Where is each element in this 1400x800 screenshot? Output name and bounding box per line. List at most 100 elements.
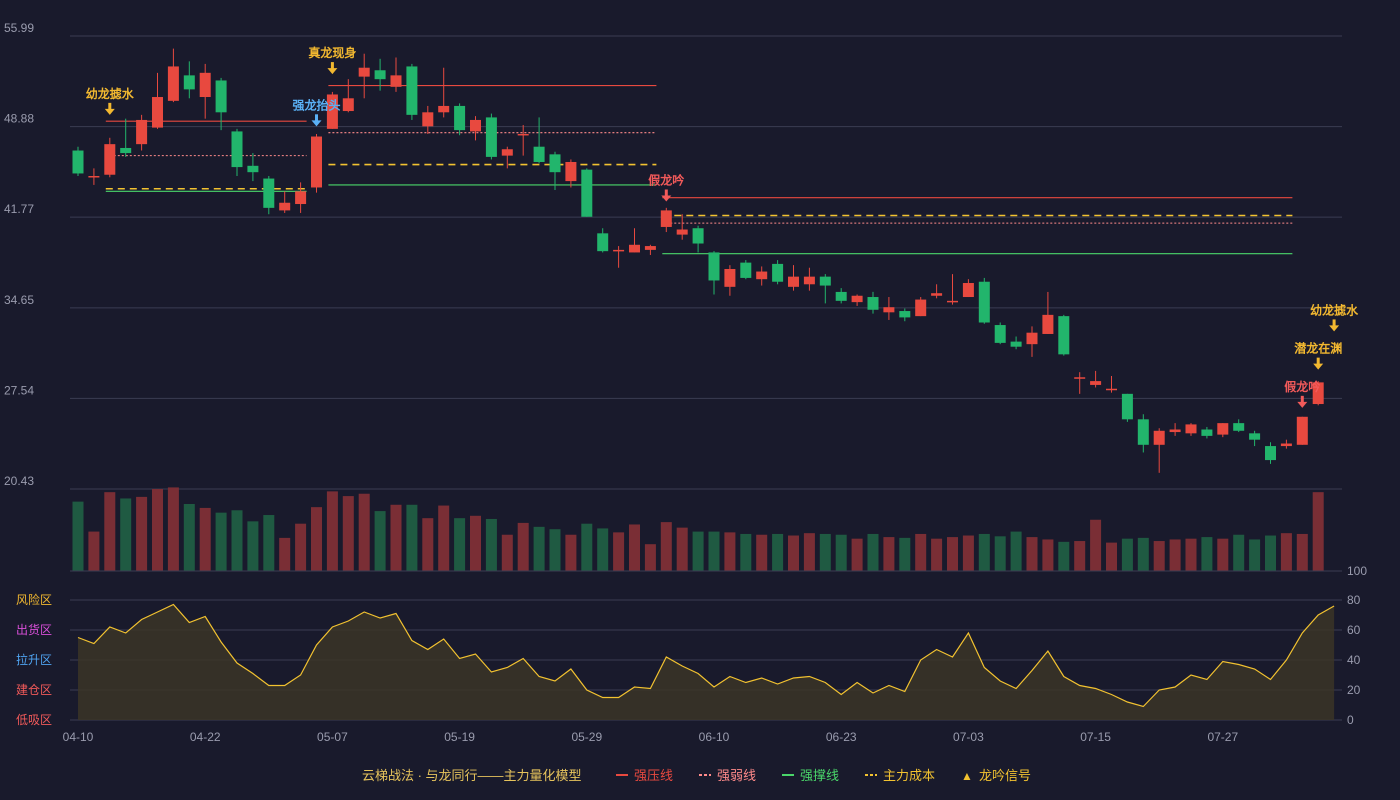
volume-bar	[104, 492, 116, 571]
candle-body	[1058, 316, 1070, 355]
candle-body	[692, 228, 704, 244]
candle-body	[994, 325, 1006, 343]
candle-body	[1312, 382, 1324, 405]
volume-bar	[88, 531, 100, 571]
candle-body	[1121, 393, 1133, 420]
candle-body	[422, 112, 434, 127]
candle-body	[438, 105, 450, 113]
x-tick-label: 07-27	[1207, 730, 1238, 744]
x-tick-label: 05-19	[444, 730, 475, 744]
candle-body	[1217, 423, 1229, 435]
volume-bar	[851, 538, 863, 571]
signal-label: 强龙抬头	[292, 97, 340, 112]
volume-bar	[1106, 542, 1117, 571]
candle-body	[215, 80, 227, 113]
candle-body	[549, 154, 561, 173]
volume-bar	[660, 522, 672, 571]
candle-body	[358, 67, 370, 77]
x-tick-label: 07-03	[953, 730, 984, 744]
zone-label: 拉升区	[16, 652, 52, 667]
candle-body	[501, 149, 513, 156]
candle-body	[326, 94, 338, 129]
volume-bar	[756, 534, 768, 571]
volume-bar	[311, 507, 322, 571]
signal-arrow-stem	[1332, 319, 1336, 327]
x-tick-label: 06-23	[826, 730, 857, 744]
price-tick-label: 48.88	[4, 112, 34, 126]
volume-bar	[581, 523, 593, 571]
volume-bar	[692, 531, 704, 571]
oscillator-tick-label: 80	[1347, 593, 1361, 607]
candle-body	[231, 131, 243, 168]
volume-bar	[1265, 535, 1276, 571]
candle-body	[263, 178, 275, 208]
volume-bar	[358, 493, 370, 571]
price-tick-label: 55.99	[4, 21, 34, 35]
candle-body	[629, 244, 640, 253]
x-tick-label: 04-22	[190, 730, 221, 744]
volume-bar	[295, 523, 307, 571]
candle-body	[517, 133, 529, 136]
candle-body	[1137, 419, 1149, 445]
candle-body	[883, 307, 895, 313]
volume-bar	[152, 489, 163, 571]
legend-symbol-icon: ▲	[961, 769, 973, 783]
signal-arrow-stem	[330, 62, 334, 70]
candle-body	[167, 66, 179, 101]
oscillator-area	[78, 604, 1335, 720]
volume-bar	[1201, 537, 1213, 571]
volume-bar	[644, 544, 656, 571]
volume-bar	[962, 535, 974, 571]
volume-bar	[136, 496, 148, 571]
candle-body	[1201, 429, 1213, 436]
zone-label: 出货区	[16, 622, 52, 637]
price-tick-label: 20.43	[4, 474, 34, 488]
signal-label: 真龙现身	[308, 45, 356, 60]
volume-bar	[390, 504, 402, 571]
candle-body	[1169, 429, 1181, 433]
legend-item-label: 强弱线	[717, 768, 756, 783]
volume-bar	[1153, 541, 1165, 571]
candle-body	[1026, 332, 1038, 345]
volume-bar	[1137, 537, 1149, 571]
candle-body	[88, 176, 100, 178]
candle-body	[1106, 388, 1117, 391]
volume-bar	[1010, 531, 1022, 571]
volume-bar	[597, 528, 609, 571]
volume-bar	[263, 515, 275, 571]
volume-bar	[438, 505, 450, 571]
legend-title: 云梯战法 · 与龙同行——主力量化模型	[362, 768, 582, 783]
volume-bars	[70, 487, 1342, 572]
signal-arrow-stem	[315, 114, 318, 122]
candle-body	[374, 70, 386, 80]
candle-body	[533, 146, 545, 162]
x-axis: 04-10 04-22 05-07 05-19 05-29 06-10 06-23 07-03…	[63, 730, 1239, 744]
candle-body	[851, 295, 863, 303]
x-tick-label: 07-15	[1080, 730, 1111, 744]
volume-bar	[215, 512, 227, 571]
candle-body	[708, 252, 720, 281]
volume-bar	[247, 521, 259, 571]
candle-body	[724, 268, 736, 287]
signal-arrow-head	[311, 120, 322, 127]
candle-body	[1042, 314, 1054, 334]
candle-body	[1296, 416, 1308, 445]
volume-bar	[120, 498, 132, 571]
volume-bar	[517, 522, 529, 571]
candle-body	[676, 229, 688, 235]
volume-bar	[978, 533, 990, 571]
candle-body	[915, 299, 927, 317]
candle-body	[660, 210, 672, 227]
oscillator-line	[77, 603, 1335, 708]
volume-bar	[1296, 533, 1308, 571]
oscillator-tick-label: 0	[1347, 713, 1354, 727]
candle-body	[899, 311, 911, 318]
volume-bar	[1312, 492, 1324, 571]
volume-bar	[1121, 538, 1133, 571]
volume-bar	[1233, 534, 1245, 571]
candle-body	[1010, 341, 1022, 347]
legend-item-label: 强撑线	[800, 768, 839, 783]
volume-bar	[422, 518, 434, 571]
volume-bar	[629, 524, 640, 571]
